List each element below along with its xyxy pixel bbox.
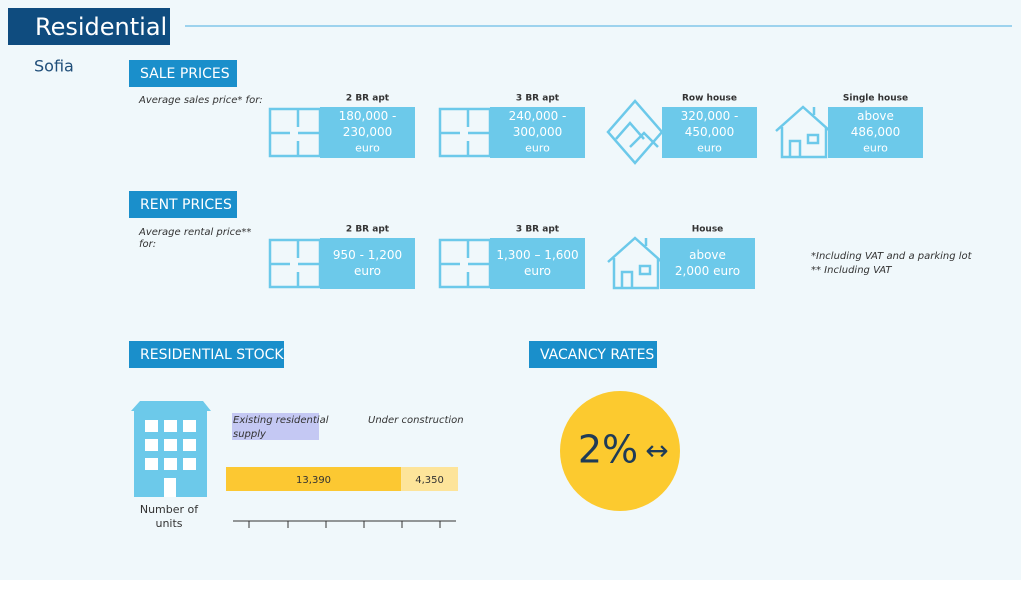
icon-window — [183, 439, 196, 451]
section-box — [529, 341, 657, 368]
icon-door — [164, 478, 176, 497]
vacancy-trend: ↔ — [645, 434, 668, 467]
bar-segment — [401, 467, 458, 491]
price-line: euro — [524, 264, 551, 278]
item-label: House — [692, 225, 724, 235]
price-line: euro — [697, 142, 722, 155]
content: SALE PRICES Average sales price* for: 2 BR… — [129, 60, 973, 530]
price-box — [662, 107, 757, 158]
icon-row — [606, 99, 664, 165]
icon-window — [164, 458, 177, 470]
price-line: euro — [863, 142, 888, 155]
price-box — [320, 238, 415, 289]
price-line: 180,000 - — [339, 109, 397, 123]
icon-window — [164, 439, 177, 451]
item-label: Row house — [682, 94, 737, 104]
icon-window — [145, 420, 158, 432]
price-line: 486,000 — [851, 125, 901, 139]
section-box — [129, 60, 237, 87]
icon-plan — [440, 240, 490, 287]
price-box — [490, 238, 585, 289]
note: Average rental price** — [138, 227, 251, 238]
vacancy-circle — [560, 391, 680, 511]
icon-window — [145, 439, 158, 451]
icon-building — [131, 401, 211, 411]
item-label: Single house — [843, 94, 908, 104]
price-line: euro — [355, 142, 380, 155]
price-box — [828, 107, 923, 158]
section-title: RESIDENTIAL STOCK — [140, 347, 284, 363]
city: Sofia — [34, 57, 74, 76]
icon-house — [638, 264, 652, 276]
icon-plan — [440, 109, 490, 156]
icon-window — [183, 458, 196, 470]
footnote: ** Including VAT — [811, 265, 892, 276]
section-title: VACANCY RATES — [540, 347, 654, 363]
icon-plan — [270, 109, 320, 156]
icon-window — [183, 420, 196, 432]
price-box — [660, 238, 755, 289]
highlight — [232, 413, 319, 440]
bottom-strip — [0, 580, 1021, 591]
icon-house — [607, 236, 663, 290]
bar-label: 13,390 — [296, 475, 331, 486]
item-label: 2 BR apt — [346, 225, 390, 235]
section-title: SALE PRICES — [140, 66, 230, 82]
price-line: 2,000 euro — [675, 264, 740, 278]
item-label: 2 BR apt — [346, 94, 390, 104]
price-line: 300,000 — [513, 125, 563, 139]
price-line: 320,000 - — [681, 109, 739, 123]
price-line: 1,300 – 1,600 — [496, 248, 578, 262]
bar-segment — [226, 467, 402, 491]
price-line: euro — [525, 142, 550, 155]
header-box — [8, 8, 170, 45]
legend-label: supply — [233, 429, 267, 440]
price-line: above — [689, 248, 726, 262]
bar-label: 4,350 — [415, 475, 444, 486]
note: for: — [139, 239, 156, 250]
legend-label: Under construction — [368, 415, 464, 426]
icon-plan — [270, 240, 320, 287]
price-box — [320, 107, 415, 158]
legend-label: Existing residential — [233, 415, 329, 426]
vacancy-value: 2% — [578, 428, 638, 472]
price-line: 230,000 — [343, 125, 393, 139]
axis-ticks — [248, 521, 441, 528]
item-label: 3 BR apt — [516, 225, 560, 235]
note: Average sales price* for: — [138, 95, 263, 106]
icon-row — [615, 121, 659, 148]
header-title: Residential — [35, 13, 167, 41]
price-line: 950 - 1,200 — [333, 248, 402, 262]
axis-label: units — [155, 517, 182, 530]
axis-label: Number of — [140, 503, 199, 516]
icon-window — [145, 458, 158, 470]
price-line: above — [857, 109, 894, 123]
section-title: RENT PRICES — [140, 197, 232, 213]
icon-house — [806, 133, 820, 145]
price-box — [490, 107, 585, 158]
section-box — [129, 341, 284, 368]
icon-window — [164, 420, 177, 432]
price-line: euro — [354, 264, 381, 278]
item-label: 3 BR apt — [516, 94, 560, 104]
section-box — [129, 191, 237, 218]
footnote: *Including VAT and a parking lot — [811, 251, 973, 262]
price-line: 240,000 - — [509, 109, 567, 123]
price-line: 450,000 — [685, 125, 735, 139]
icon-house — [775, 105, 831, 159]
